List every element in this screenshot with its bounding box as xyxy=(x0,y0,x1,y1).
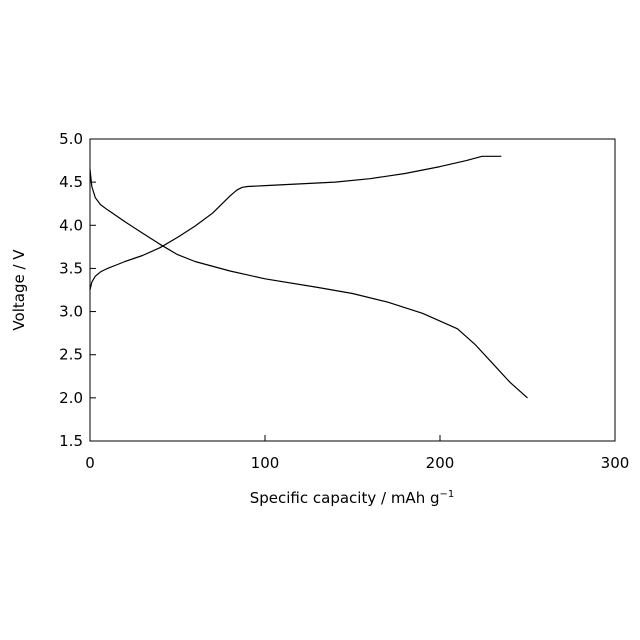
x-axis-label-main: Specific capacity / mAh g xyxy=(250,489,440,507)
discharge-curve-line xyxy=(90,169,528,398)
y-tick-label: 2.0 xyxy=(59,389,83,407)
y-tick-label: 4.5 xyxy=(59,173,83,191)
x-tick-label: 0 xyxy=(85,454,95,472)
y-tick-label: 1.5 xyxy=(59,432,83,450)
x-tick-label: 200 xyxy=(426,454,455,472)
x-tick-label: 100 xyxy=(251,454,280,472)
x-tick-label: 300 xyxy=(601,454,630,472)
x-axis-label: Specific capacity / mAh g−1 xyxy=(250,489,454,507)
y-tick-label: 3.0 xyxy=(59,303,83,321)
y-tick-label: 3.5 xyxy=(59,259,83,277)
x-axis-label-superscript: −1 xyxy=(439,489,454,500)
y-tick-label: 5.0 xyxy=(59,130,83,148)
y-axis-label: Voltage / V xyxy=(10,249,28,331)
plot-frame xyxy=(90,139,615,441)
charge-curve-line xyxy=(90,156,501,290)
series-group xyxy=(90,156,528,398)
y-tick-label: 2.5 xyxy=(59,346,83,364)
y-tick-label: 4.0 xyxy=(59,216,83,234)
